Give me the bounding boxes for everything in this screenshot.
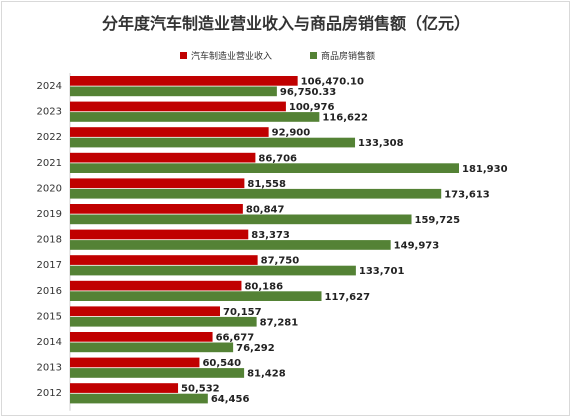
category-label-2024: 2024	[37, 81, 62, 92]
bar-housing-2023	[70, 112, 320, 122]
data-label-auto-2022: 92,900	[272, 128, 311, 139]
data-label-auto-2016: 80,186	[244, 281, 283, 292]
bar-housing-2022	[70, 137, 356, 148]
data-label-auto-2014: 66,677	[216, 333, 255, 344]
category-label-2023: 2023	[37, 107, 62, 118]
bar-housing-2019	[70, 214, 412, 225]
bar-auto-2024	[70, 76, 298, 86]
bar-housing-2012	[70, 393, 208, 404]
category-label-2020: 2020	[37, 183, 62, 194]
category-label-2013: 2013	[37, 363, 62, 374]
legend-swatch-auto	[180, 52, 187, 59]
data-label-housing-2023: 116,622	[322, 113, 368, 124]
bar-housing-2015	[70, 316, 257, 327]
data-label-housing-2013: 81,428	[247, 369, 286, 380]
data-label-auto-2015: 70,157	[223, 307, 262, 318]
data-label-auto-2024: 106,470.10	[301, 77, 364, 88]
bar-auto-2012	[70, 383, 179, 393]
legend-item-auto: 汽车制造业营业收入	[180, 49, 272, 62]
bar-housing-2017	[70, 265, 356, 276]
data-label-auto-2013: 60,540	[202, 358, 241, 369]
category-label-2021: 2021	[37, 158, 62, 169]
bar-housing-2024	[70, 86, 277, 97]
bar-housing-2021	[70, 163, 459, 173]
bar-auto-2020	[70, 178, 245, 189]
bar-housing-2020	[70, 188, 442, 199]
bar-auto-2018	[70, 229, 249, 240]
data-label-housing-2015: 87,281	[260, 317, 299, 328]
category-label-2022: 2022	[37, 132, 62, 143]
bar-housing-2016	[70, 291, 322, 301]
chart-title: 分年度汽车制造业营业收入与商品房销售额（亿元）	[101, 14, 470, 33]
category-label-2014: 2014	[37, 337, 62, 348]
data-label-housing-2024: 96,750.33	[280, 87, 336, 98]
data-label-auto-2021: 86,706	[258, 153, 297, 164]
bar-auto-2019	[70, 204, 243, 214]
legend: 汽车制造业营业收入 商品房销售额	[180, 49, 440, 63]
legend-swatch-housing	[310, 52, 317, 59]
data-label-housing-2019: 159,725	[415, 215, 461, 226]
data-label-housing-2018: 149,973	[394, 241, 440, 252]
data-label-housing-2016: 117,627	[325, 292, 371, 303]
data-label-housing-2014: 76,292	[236, 343, 275, 354]
data-label-housing-2017: 133,701	[359, 266, 405, 277]
category-label-2017: 2017	[37, 260, 62, 271]
bar-auto-2017	[70, 255, 258, 265]
legend-item-housing: 商品房销售额	[310, 49, 375, 62]
legend-label-auto: 汽车制造业营业收入	[191, 52, 273, 62]
bar-auto-2013	[70, 357, 200, 368]
category-label-2018: 2018	[37, 235, 62, 246]
bar-housing-2013	[70, 368, 245, 378]
data-label-housing-2012: 64,456	[211, 394, 250, 405]
bar-housing-2018	[70, 240, 391, 250]
bar-auto-2016	[70, 280, 242, 291]
legend-label-housing: 商品房销售额	[321, 52, 376, 62]
data-label-auto-2020: 81,558	[247, 179, 286, 190]
bar-auto-2022	[70, 127, 269, 137]
category-label-2019: 2019	[37, 209, 62, 220]
bar-auto-2021	[70, 152, 256, 163]
bar-housing-2014	[70, 342, 234, 353]
data-label-auto-2019: 80,847	[246, 205, 285, 216]
data-label-auto-2023: 100,976	[289, 102, 335, 113]
data-label-auto-2012: 50,532	[181, 384, 220, 395]
data-label-auto-2018: 83,373	[251, 230, 290, 241]
data-label-auto-2017: 87,750	[261, 256, 300, 267]
data-label-housing-2022: 133,308	[358, 138, 404, 149]
bar-auto-2023	[70, 101, 286, 112]
category-label-2015: 2015	[37, 311, 62, 322]
bar-auto-2014	[70, 332, 213, 342]
data-label-housing-2020: 173,613	[444, 189, 490, 200]
category-label-2016: 2016	[37, 286, 62, 297]
bar-auto-2015	[70, 306, 221, 317]
category-label-2012: 2012	[37, 388, 62, 399]
data-label-housing-2021: 181,930	[462, 164, 508, 175]
